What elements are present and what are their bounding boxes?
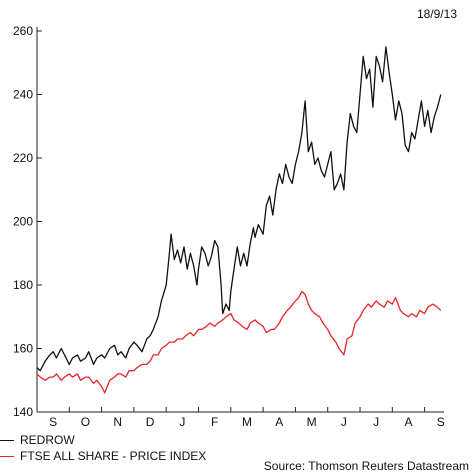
x-tick-label: D bbox=[146, 415, 155, 429]
legend-label-ftse: FTSE ALL SHARE - PRICE INDEX bbox=[20, 449, 207, 463]
x-tick-label: J bbox=[179, 415, 185, 429]
x-tick-label: J bbox=[373, 415, 379, 429]
y-tick-label: 180 bbox=[13, 278, 33, 292]
y-tick-label: 140 bbox=[13, 405, 33, 419]
legend-swatch-ftse bbox=[0, 455, 14, 457]
x-tick-label: M bbox=[307, 415, 317, 429]
y-tick-label: 220 bbox=[13, 151, 33, 165]
x-tick-label: A bbox=[275, 415, 283, 429]
chart-axes: 140 160 180 200 220 240 260 S O N D J F M A M J J A S bbox=[13, 24, 445, 429]
x-tick-label: M bbox=[242, 415, 252, 429]
date-label: 18/9/13 bbox=[416, 7, 457, 21]
legend-swatch-redrow bbox=[0, 439, 14, 441]
legend-item-redrow: REDROW bbox=[0, 432, 206, 448]
y-tick-label: 160 bbox=[13, 342, 33, 356]
y-tick-label: 260 bbox=[13, 24, 33, 38]
x-tick-label: A bbox=[404, 415, 412, 429]
chart-legend: REDROW FTSE ALL SHARE - PRICE INDEX bbox=[0, 432, 206, 464]
x-tick-label: N bbox=[113, 415, 122, 429]
x-tick-label: O bbox=[81, 415, 90, 429]
y-tick-label: 240 bbox=[13, 88, 33, 102]
x-tick-label: F bbox=[211, 415, 218, 429]
series-line-ftse bbox=[36, 290, 442, 394]
source-note: Source: Thomson Reuters Datastream bbox=[263, 459, 469, 473]
y-tick-label: 200 bbox=[13, 215, 33, 229]
chart-series bbox=[36, 46, 442, 394]
x-tick-label: S bbox=[437, 415, 445, 429]
x-tick-label: J bbox=[341, 415, 347, 429]
legend-label-redrow: REDROW bbox=[20, 433, 75, 447]
legend-item-ftse: FTSE ALL SHARE - PRICE INDEX bbox=[0, 448, 206, 464]
series-line-redrow bbox=[36, 46, 442, 372]
x-tick-label: S bbox=[49, 415, 57, 429]
